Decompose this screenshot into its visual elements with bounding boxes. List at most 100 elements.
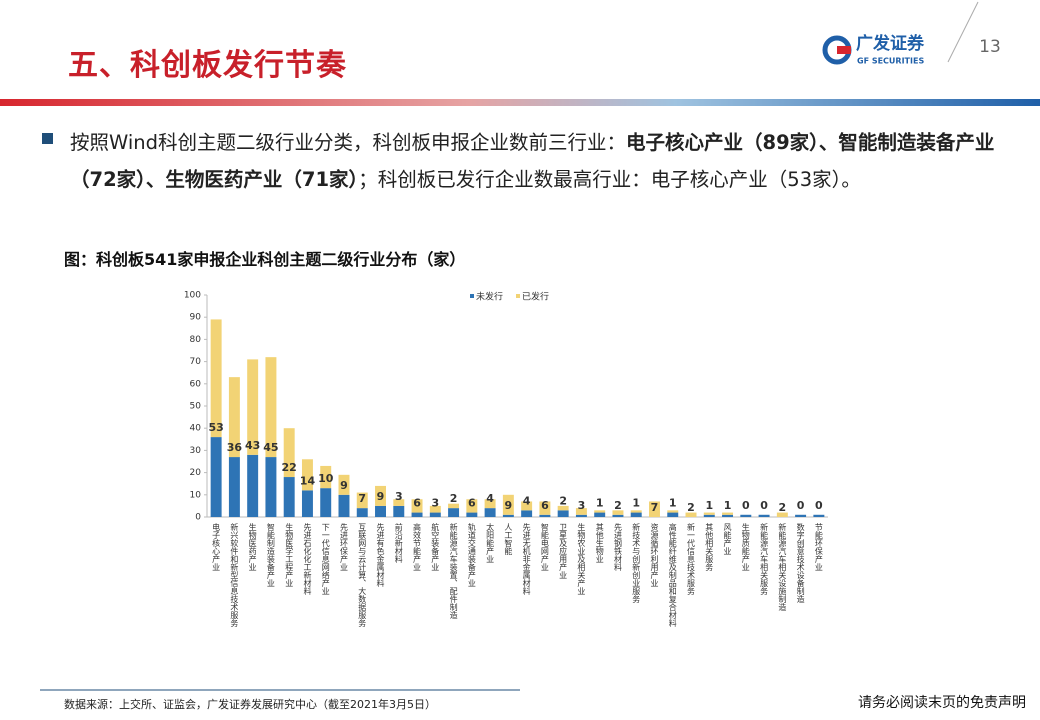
bar-segment: [375, 505, 386, 517]
x-tick-label: 新技术与创新创业服务: [632, 522, 641, 604]
x-tick-label: 卫星及应用产业: [559, 523, 568, 579]
bar-segment: [667, 512, 679, 517]
bar-segment: [649, 501, 660, 517]
data-label: 6: [468, 497, 476, 510]
legend-swatch: [470, 294, 474, 298]
x-tick-label: 生物医学工程产业: [285, 522, 294, 587]
bar-segment: [484, 499, 496, 509]
data-label: 1: [596, 497, 604, 510]
x-tick-label: 高效节能产业: [413, 522, 422, 571]
bar-segment: [228, 457, 240, 517]
bar-segment: [502, 514, 514, 517]
x-tick-label: 智能电网产业: [540, 522, 549, 571]
x-tick-label: 生物医药产业: [248, 522, 257, 571]
bar-segment: [795, 514, 807, 517]
data-label: 9: [377, 490, 385, 503]
x-tick-label: 节能环保产业: [814, 523, 823, 571]
bar-segment: [521, 501, 533, 511]
data-label: 7: [651, 501, 659, 514]
y-tick-label: 10: [190, 490, 202, 500]
disclaimer: 请务必阅读末页的免责声明: [858, 695, 1026, 711]
bar-segment: [247, 454, 259, 517]
bar-segment: [776, 512, 788, 517]
bullet-text: 按照Wind科创主题二级行业分类，科创板申报企业数前三行业：电子核心产业（89家…: [70, 124, 1010, 198]
bar-segment: [429, 505, 441, 513]
bar-segment: [301, 459, 313, 491]
x-tick-label: 电子核心产业: [212, 522, 221, 571]
bar-segment: [247, 359, 259, 455]
x-tick-label: 生物农业及相关产业: [577, 522, 586, 595]
bar-segment: [484, 508, 496, 517]
bar-segment: [539, 501, 551, 515]
y-tick-label: 30: [190, 446, 202, 456]
x-tick-label: 其他生物业: [595, 523, 604, 563]
y-tick-label: 0: [195, 513, 201, 523]
legend-label: 已发行: [522, 291, 549, 303]
data-label: 36: [227, 441, 243, 454]
bar-segment: [283, 477, 295, 517]
bar-segment: [356, 492, 368, 509]
bar-segment: [411, 499, 423, 513]
data-label: 53: [208, 421, 223, 434]
x-tick-label: 生物质能产业: [741, 522, 750, 571]
data-label: 2: [779, 501, 787, 514]
y-tick-label: 80: [190, 335, 202, 345]
data-label: 6: [541, 499, 549, 512]
bar-segment: [594, 510, 606, 513]
bar-segment: [283, 428, 295, 478]
x-tick-label: 先进无机非金属材料: [522, 522, 531, 596]
bar-segment: [411, 512, 423, 517]
bullet-marker: [42, 133, 53, 144]
text: 按照Wind科创主题二级行业分类，科创板申报企业数前三行业：: [70, 131, 627, 154]
x-tick-label: 先进石化化工新材料: [303, 522, 312, 596]
x-tick-label: 人工智能: [504, 523, 513, 556]
bar-segment: [338, 474, 350, 495]
x-tick-label: 新兴软件和新型信息技术服务: [230, 522, 239, 628]
data-label: 22: [282, 461, 297, 474]
data-label: 1: [705, 499, 713, 512]
bar-segment: [521, 510, 533, 517]
logo-text: 广发证券: [856, 33, 925, 54]
x-tick-label: 下一代信息网络产业: [321, 523, 330, 595]
data-label: 43: [245, 439, 260, 452]
bar-segment: [557, 510, 569, 517]
bar-segment: [630, 512, 642, 517]
bar-segment: [320, 488, 332, 517]
bar-segment: [466, 512, 478, 517]
bar-segment: [393, 499, 405, 506]
data-label: 2: [450, 492, 458, 505]
bar-segment: [301, 490, 313, 517]
bar-segment: [612, 514, 624, 517]
y-tick-label: 20: [190, 468, 202, 478]
bar-segment: [557, 505, 569, 511]
bar-segment: [813, 514, 825, 517]
x-tick-label: 新一代信息技术服务: [687, 522, 696, 596]
text: 电子核心产业（89家）、智能制造装备产业（72家）、生物医药产业（71家）: [70, 131, 995, 191]
logo-mark: [837, 46, 851, 54]
data-label: 0: [760, 499, 768, 512]
x-tick-label: 先进环保产业: [339, 522, 348, 571]
bar-segment: [320, 465, 332, 489]
data-label: 1: [724, 499, 732, 512]
bar-segment: [265, 457, 277, 517]
bar-segment: [575, 508, 587, 515]
bar-segment: [612, 510, 624, 515]
data-label: 7: [358, 492, 366, 505]
x-tick-label: 前沿新材料: [394, 522, 403, 564]
bar-segment: [722, 514, 734, 517]
bar-segment: [667, 510, 679, 513]
x-tick-label: 其他相关服务: [705, 523, 714, 572]
slide-title: 五、科创板发行节奏: [68, 48, 347, 83]
data-label: 1: [669, 497, 677, 510]
x-tick-label: 资源循环利用产业: [650, 522, 659, 587]
bar-segment: [539, 514, 551, 517]
bar-segment: [429, 512, 441, 517]
data-label: 2: [687, 501, 695, 514]
data-label: 6: [413, 497, 421, 510]
data-label: 3: [431, 497, 439, 510]
bar-segment: [448, 503, 460, 509]
logo-text: GF SECURITIES: [857, 57, 924, 66]
x-tick-label: 航空装备产业: [431, 522, 440, 571]
data-label: 4: [523, 494, 531, 507]
